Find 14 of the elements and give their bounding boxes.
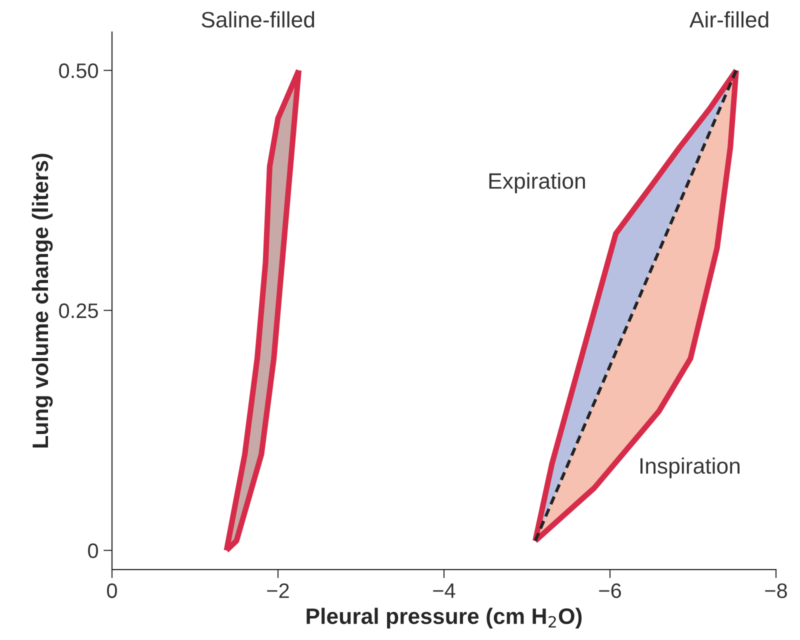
text: Saline-filled — [202, 11, 314, 28]
x-tick-label: −4 — [433, 584, 456, 598]
x-tick-label: −6 — [599, 583, 621, 598]
x-tick-label: 0 — [107, 583, 117, 598]
x-tick-label: −8 — [765, 583, 787, 598]
annotation: Expiration — [489, 172, 585, 194]
text: Air-filled — [689, 11, 768, 28]
y-tick-label: 0 — [88, 543, 98, 558]
y-tick-label: 0.50 — [59, 63, 98, 78]
annotation: Inspiration — [640, 457, 740, 478]
x-axis-title: Pleural pressure (cm H$_{2}$O) — [306, 608, 582, 628]
x-tick-label: −2 — [267, 583, 289, 598]
y-axis-title: Lung volume change (liters) — [32, 154, 53, 448]
y-tick-label: 0.25 — [59, 303, 98, 318]
